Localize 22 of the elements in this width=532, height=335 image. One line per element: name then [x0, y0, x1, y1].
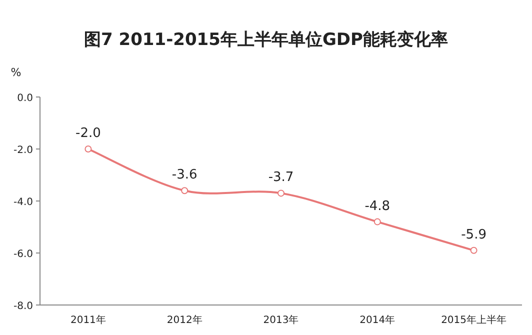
point [84, 146, 92, 152]
data-label: -2.0 [76, 126, 101, 141]
point [470, 246, 478, 254]
data-label: -4.8 [364, 198, 390, 214]
x-tick-label: 2011年 [70, 314, 106, 326]
data-label: -3.6 [172, 168, 198, 183]
data-label: -5.9 [461, 227, 486, 242]
y-tick-label: -4.0 [13, 197, 33, 208]
x-tick-label: 2014年 [360, 314, 396, 326]
point [181, 187, 188, 194]
x-tick-label: 2013年 [263, 314, 299, 326]
x-tick-label: 2015年上半年 [441, 314, 507, 326]
chart-title: 图7 2011-2015年上半年单位GDP能耗变化率 [84, 30, 448, 50]
y-tick-label: -2.0 [13, 145, 33, 156]
point [374, 218, 381, 226]
x-tick-label: 2012年 [166, 314, 202, 326]
data-label: -3.7 [268, 170, 294, 186]
y-tick-label: -8.0 [13, 301, 33, 312]
y-tick-label: 0.0 [17, 93, 33, 104]
y-axis-title: % [10, 66, 22, 79]
point [278, 190, 284, 197]
y-tick-label: -6.0 [13, 249, 33, 260]
